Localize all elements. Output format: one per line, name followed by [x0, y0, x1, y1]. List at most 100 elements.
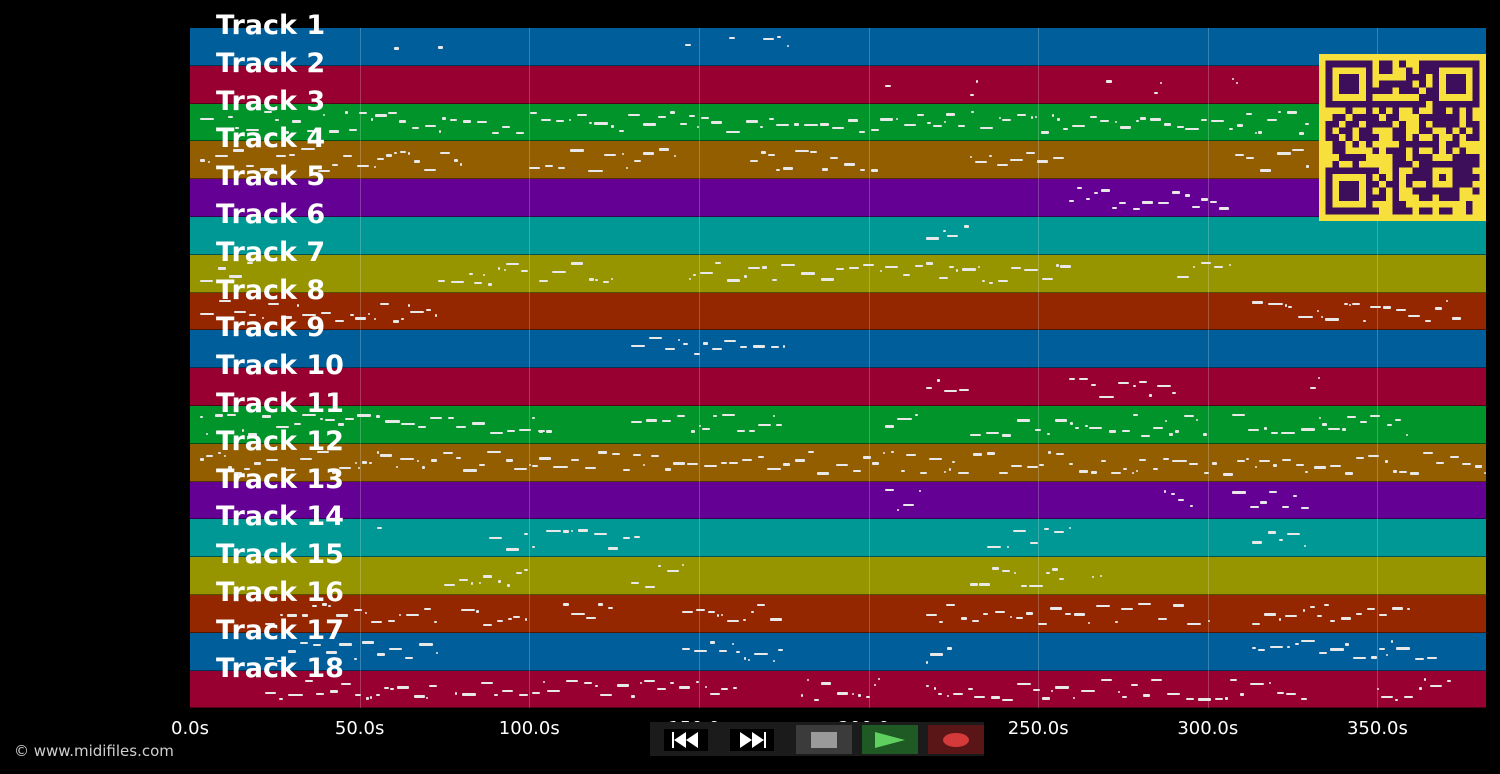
note — [486, 450, 502, 453]
note — [368, 461, 373, 464]
track-lane[interactable] — [190, 557, 1486, 595]
note — [1273, 463, 1278, 467]
note — [981, 280, 986, 283]
note — [1278, 618, 1281, 622]
note — [424, 607, 431, 610]
note — [368, 312, 371, 315]
track-label: Track 13 — [216, 463, 344, 495]
track-lane[interactable] — [190, 481, 1486, 520]
note — [1132, 384, 1136, 387]
qr-code-icon[interactable] — [1319, 54, 1486, 221]
note — [1119, 125, 1132, 129]
track-lane[interactable] — [190, 28, 1486, 66]
note — [742, 458, 753, 461]
note — [1043, 528, 1050, 531]
track-lane[interactable] — [190, 103, 1486, 142]
note — [1263, 427, 1268, 431]
note — [329, 129, 340, 133]
track-lane[interactable] — [190, 632, 1486, 671]
note — [435, 313, 438, 317]
note — [885, 488, 895, 491]
note — [333, 620, 335, 623]
note — [1385, 460, 1389, 464]
note — [1172, 604, 1185, 608]
track-lane[interactable] — [190, 141, 1486, 180]
note — [1090, 383, 1097, 386]
note — [989, 154, 993, 157]
note — [947, 234, 959, 237]
record-button[interactable] — [928, 725, 984, 754]
note — [280, 315, 293, 319]
track-lane[interactable] — [190, 330, 1486, 369]
note — [411, 126, 419, 129]
note — [607, 606, 614, 609]
track-lane[interactable] — [190, 217, 1486, 255]
note — [1276, 152, 1291, 156]
piano-roll[interactable] — [190, 28, 1486, 709]
note — [1143, 693, 1150, 697]
track-lane[interactable] — [190, 254, 1486, 293]
note — [200, 158, 205, 162]
play-button[interactable] — [862, 725, 918, 754]
note — [376, 158, 385, 160]
stop-button[interactable] — [796, 725, 852, 754]
note — [1002, 569, 1010, 572]
record-icon — [943, 732, 969, 747]
rewind-icon — [664, 728, 708, 751]
note — [570, 458, 579, 461]
note — [880, 118, 894, 122]
note — [478, 463, 486, 466]
track-lane[interactable] — [190, 292, 1486, 331]
note — [529, 112, 537, 115]
track-lane[interactable] — [190, 670, 1486, 709]
track-label: Track 10 — [216, 350, 344, 382]
track-lane[interactable] — [190, 368, 1486, 406]
note — [502, 125, 510, 128]
note — [1367, 455, 1380, 458]
note — [227, 466, 233, 470]
note — [444, 584, 455, 587]
note — [1185, 193, 1190, 197]
note — [1186, 622, 1202, 625]
note — [970, 582, 978, 586]
rewind-button[interactable] — [658, 725, 714, 754]
note — [1055, 685, 1069, 689]
note — [1117, 381, 1130, 384]
note — [312, 604, 318, 607]
note — [1192, 205, 1201, 208]
note — [1281, 505, 1290, 508]
note — [568, 118, 571, 121]
note — [699, 424, 702, 427]
note — [1029, 585, 1043, 588]
track-lane[interactable] — [190, 179, 1486, 217]
track-label: Track 6 — [216, 199, 326, 230]
note — [307, 129, 315, 132]
track-lane[interactable] — [190, 406, 1486, 444]
note — [762, 266, 768, 270]
note — [973, 696, 986, 699]
track-lane[interactable] — [190, 443, 1486, 482]
note — [329, 689, 338, 693]
note — [1236, 124, 1243, 128]
track-lane[interactable] — [190, 519, 1486, 558]
note — [884, 266, 899, 269]
note — [569, 148, 584, 152]
note — [713, 414, 718, 417]
note — [1286, 533, 1301, 536]
note — [1260, 168, 1272, 172]
track-lane[interactable] — [190, 595, 1486, 633]
note — [219, 299, 232, 302]
note — [376, 527, 383, 530]
note — [1303, 545, 1306, 548]
note — [321, 602, 328, 606]
note — [651, 455, 660, 458]
fast-forward-button[interactable] — [724, 725, 780, 754]
track-lane[interactable] — [190, 65, 1486, 104]
note — [563, 603, 570, 607]
track-label: Track 9 — [216, 312, 326, 344]
note — [916, 114, 925, 116]
note — [1257, 131, 1263, 135]
track-label: Track 16 — [216, 577, 344, 608]
note — [1462, 462, 1472, 465]
note — [1201, 198, 1209, 201]
